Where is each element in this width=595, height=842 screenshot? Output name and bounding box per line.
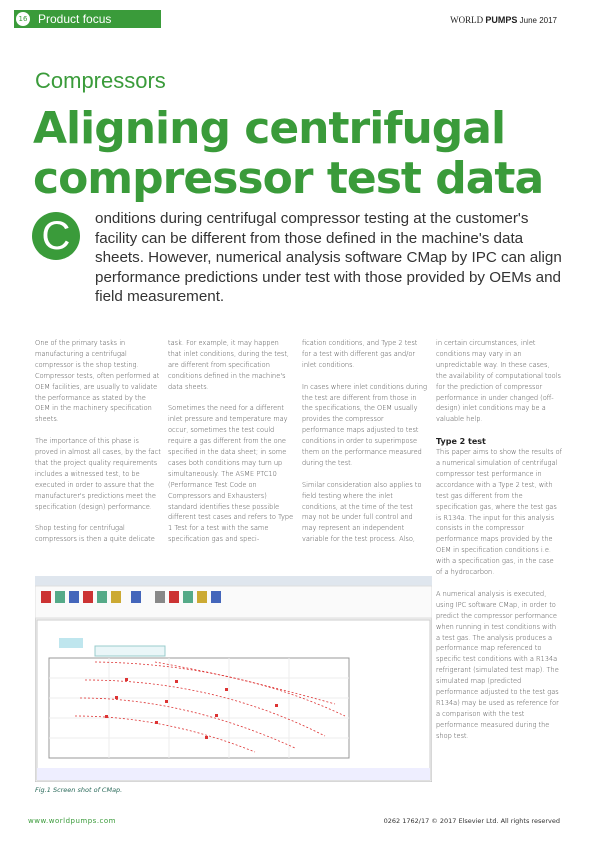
intro: onditions during centrifugal compressor … [95,210,562,306]
paragraph: One of the primary tasks in manufacturin… [35,339,160,424]
footer-copyright: 0262 1762/17 © 2017 Elsevier Ltd. All ri… [383,817,560,825]
figure-caption: Fig.1 Screen shot of CMap. [35,786,123,794]
paragraph: in certain circumstances, inlet conditio… [436,339,561,424]
article-title: Aligning centrifugal compressor test data [33,103,544,204]
page-number-badge: 16 [16,12,30,26]
publication: WORLD PUMPS June 2017 [450,15,557,25]
section-tab: Product focus [38,12,112,26]
paragraph: In cases where inlet conditions during t… [302,382,427,467]
paragraph: The importance of this phase is proved i… [35,437,161,511]
section-label: Compressors [35,68,166,93]
footer-website: www.worldpumps.com [28,817,116,825]
text-column: One of the primary tasks in manufacturin… [35,338,161,556]
issue-date: June 2017 [519,16,557,25]
title-line: compressor test data [33,153,544,204]
paragraph: This paper aims to show the results of a… [436,448,562,577]
text-column: fication conditions, and Type 2 test for… [302,338,428,556]
screenshot [35,576,432,782]
drop-cap: C [32,212,80,260]
text-column: in certain circumstances, inlet conditio… [436,338,562,752]
paragraph: Similar consideration also applies to fi… [302,480,422,544]
paragraph: Sometimes the need for a different inlet… [168,404,294,544]
text-column: task. For example, it may happen that in… [168,338,294,556]
subheading: Type 2 test [436,437,486,447]
paragraph: fication conditions, and Type 2 test for… [302,339,418,369]
publication-bold: PUMPS [485,15,518,25]
paragraph: Shop testing for centrifugal compressors… [35,524,155,544]
publication-light: WORLD [450,15,484,25]
paragraph: task. For example, it may happen that in… [168,339,289,391]
title-line: Aligning centrifugal [33,103,506,154]
tab-bar [14,10,161,28]
paragraph: A numerical analysis is executed, using … [436,589,559,740]
